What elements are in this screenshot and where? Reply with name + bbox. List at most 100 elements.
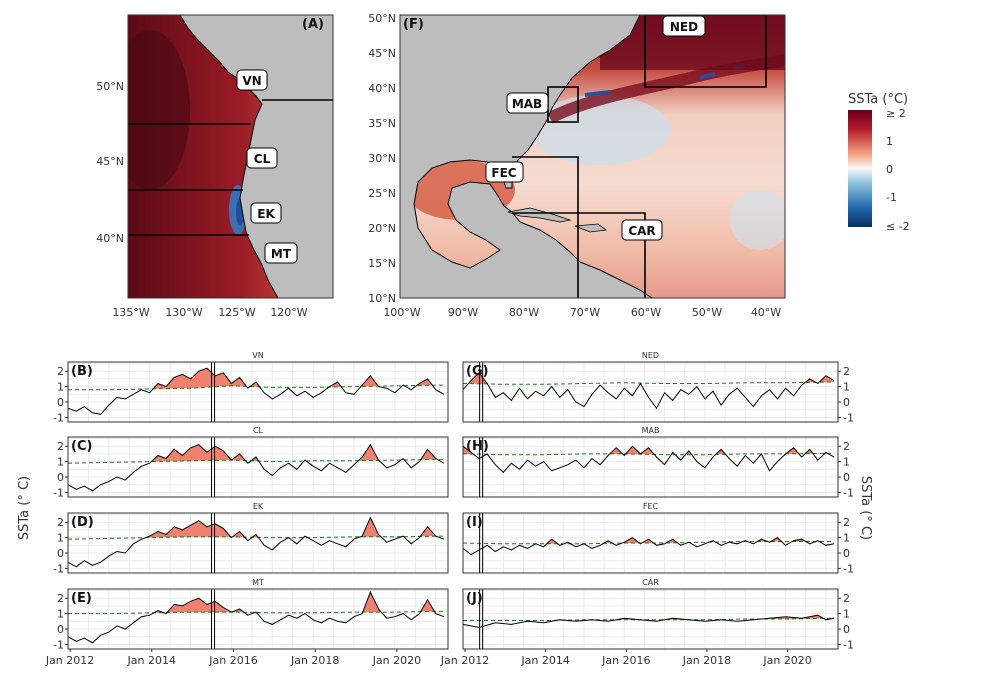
panel-background: [68, 513, 448, 573]
east-x-tick: 50°W: [692, 306, 722, 319]
colorbar-gradient: [848, 110, 872, 227]
heatwave-fill: [359, 444, 379, 461]
x-tick-label: Jan 2014: [127, 654, 176, 667]
x-tick-label: Jan 2016: [601, 654, 650, 667]
east-y-tick: 40°N: [368, 82, 396, 95]
threshold-line: [67, 458, 444, 464]
x-tick-label: Jan 2020: [372, 654, 421, 667]
y-tick-label: 2: [57, 592, 64, 605]
region-label-mt: MT: [264, 242, 298, 264]
region-label-cl: CL: [246, 147, 278, 169]
west-y-axis: 50°N 45°N 40°N: [96, 80, 124, 245]
y-tick-label: 1: [843, 456, 850, 469]
east-x-tick: 100°W: [383, 306, 420, 319]
series-panel-mab: MAB (H) 2 1 0 -1: [462, 426, 854, 499]
heatwave-fill: [642, 539, 653, 543]
heatwave-fill: [805, 449, 813, 454]
panel-frame: [462, 588, 839, 650]
panel-background: [68, 362, 448, 422]
heatwave-fill: [361, 517, 381, 537]
y-tick-label: 0: [57, 547, 64, 560]
east-y-tick: 45°N: [368, 47, 396, 60]
y-tick-label: 1: [843, 381, 850, 394]
heatwave-fill: [151, 444, 231, 462]
heatwave-fill: [232, 609, 244, 613]
colorbar-label: ≥ 2: [886, 107, 906, 120]
heatwave-fill: [716, 449, 726, 455]
series-panel-title: MAB: [642, 426, 660, 435]
heatwave-fill: [610, 447, 623, 454]
heatwave-fill: [622, 537, 639, 543]
heatwave-fill: [232, 453, 245, 461]
west-x-tick: 135°W: [112, 306, 149, 319]
cuba-island: [507, 207, 572, 223]
y-tick-label: 1: [57, 456, 64, 469]
left-y-axis-label: SSTa (° C): [17, 476, 32, 540]
series-panel-fec: FEC (I) 2 1 0 -1: [462, 502, 854, 575]
series-panel-label: (G): [466, 364, 489, 379]
east-y-tick: 15°N: [368, 257, 396, 270]
y-tick-label: 0: [843, 623, 850, 636]
heatwave-fill: [420, 526, 436, 537]
y-tick-label: 0: [57, 471, 64, 484]
x-tick-label: Jan 2012: [440, 654, 489, 667]
y-tick-label: 2: [57, 365, 64, 378]
threshold-line: [68, 610, 444, 615]
region-box-fec: [512, 156, 579, 214]
west-x-tick: 120°W: [270, 306, 307, 319]
y-tick-label: -1: [53, 486, 64, 499]
anomaly-line: [462, 536, 835, 556]
west-map-frame: [127, 14, 334, 299]
colorbar: SSTa (°C) ≥ 2 1 0 -1 ≤ -2: [848, 92, 910, 233]
series-panel-title: MT: [252, 578, 264, 587]
west-y-tick: 40°N: [96, 232, 124, 245]
east-map-frame: [399, 14, 786, 299]
west-x-tick: 125°W: [218, 306, 255, 319]
threshold-line: [462, 452, 835, 456]
east-y-tick: 10°N: [368, 292, 396, 305]
heatwave-fill: [786, 447, 799, 454]
heatwave-fill: [626, 446, 654, 455]
region-box-ned: [644, 15, 767, 88]
series-panel-title: FEC: [643, 502, 659, 511]
anomaly-line: [67, 367, 445, 415]
colorbar-label: ≤ -2: [886, 220, 910, 233]
region-label-car-text: CAR: [628, 224, 655, 238]
y-tick-label: 0: [843, 396, 850, 409]
series-panel-label: (C): [71, 439, 92, 454]
series-panel-title: CL: [253, 426, 264, 435]
panel-frame: [462, 361, 839, 423]
y-tick-label: 2: [57, 516, 64, 529]
region-label-ek: EK: [250, 202, 282, 224]
series-panel-ek: EK (D) 2 1 0 -1: [53, 502, 449, 575]
heatwave-fill: [145, 520, 231, 538]
y-tick-label: -1: [843, 411, 854, 424]
y-tick-label: -1: [53, 638, 64, 651]
panel-frame: [67, 436, 449, 498]
panel-background: [68, 437, 448, 497]
colorbar-label: 1: [886, 135, 893, 148]
series-panel-title: CAR: [642, 578, 659, 587]
series-panel-car: CAR (J) 2 1 0 -1 Jan 2012 Jan 2014 Jan 2016 Jan 2…: [440, 578, 854, 667]
west-x-tick: 130°W: [165, 306, 202, 319]
panel-frame: [462, 512, 839, 574]
heatwave-fill: [232, 531, 244, 538]
series-panel-title: NED: [642, 351, 659, 360]
y-tick-label: -1: [53, 411, 64, 424]
panel-frame: [67, 588, 449, 650]
region-label-cl-text: CL: [254, 152, 271, 166]
series-panel-vn: VN (B) 2 1 0 -1: [53, 351, 449, 424]
anomaly-line: [67, 516, 445, 568]
region-box-car: [578, 212, 646, 298]
x-tick-label: Jan 2014: [520, 654, 569, 667]
panel-background: [463, 437, 838, 497]
series-panel-label: (D): [71, 515, 94, 530]
west-x-axis: 135°W 130°W 125°W 120°W: [112, 306, 307, 319]
y-tick-label: 1: [57, 381, 64, 394]
region-label-mab-text: MAB: [512, 97, 542, 111]
y-tick-label: 1: [843, 532, 850, 545]
anomaly-line: [67, 443, 445, 492]
west-y-tick: 50°N: [96, 80, 124, 93]
east-cool-patch-2: [730, 190, 785, 250]
region-label-ek-text: EK: [257, 207, 275, 221]
